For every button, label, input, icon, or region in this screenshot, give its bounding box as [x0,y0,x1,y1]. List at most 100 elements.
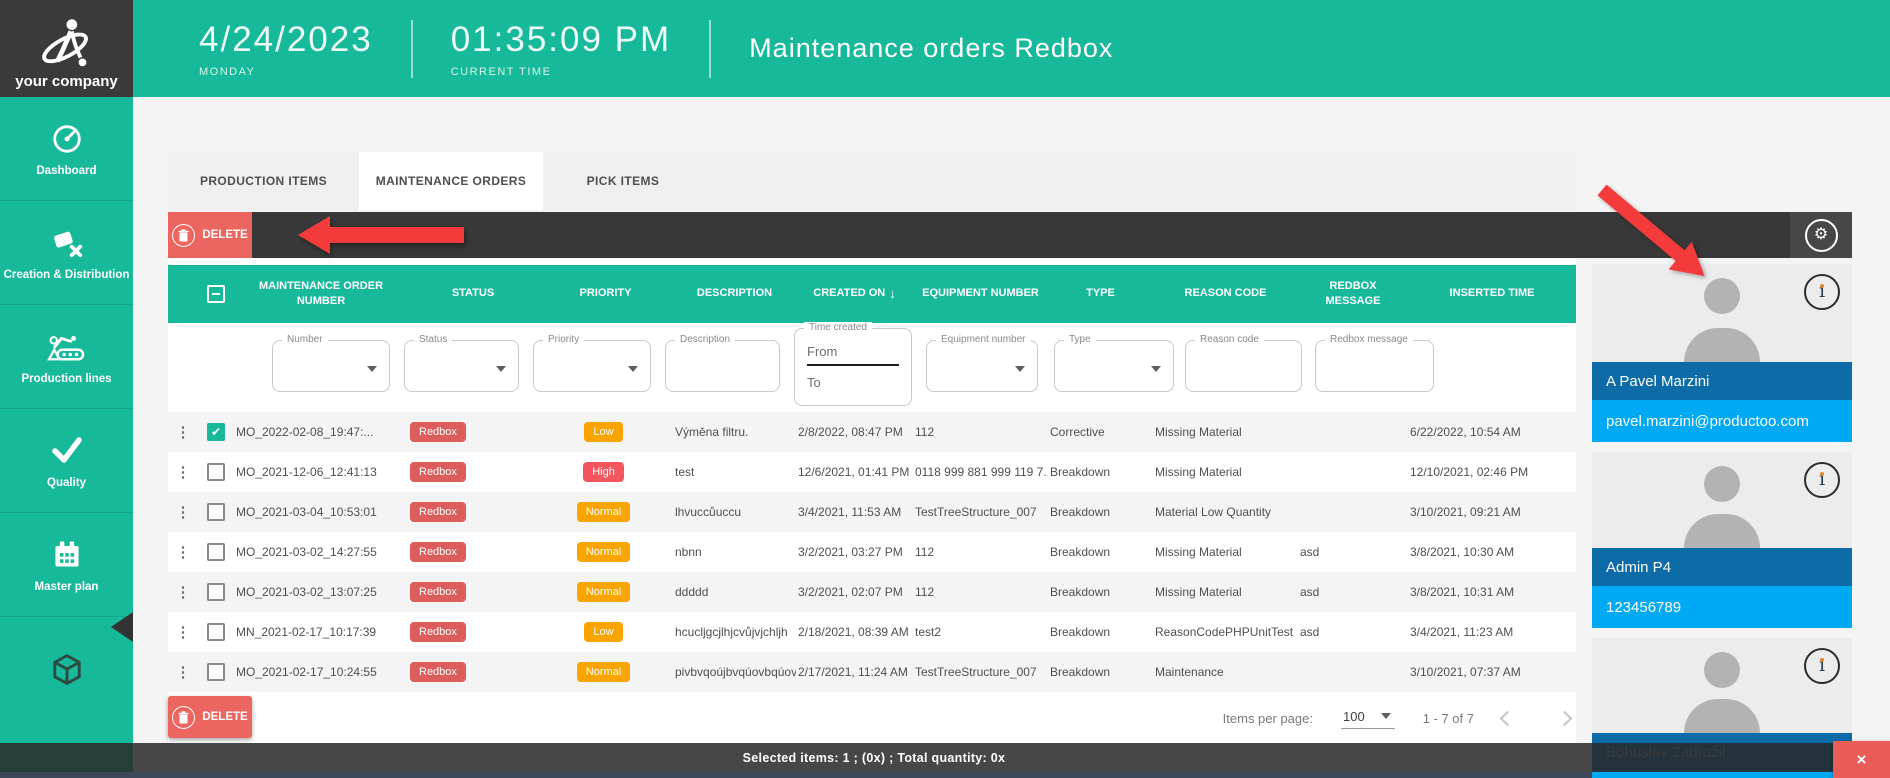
company-logo[interactable]: your company [0,0,133,97]
sidebar-nav: Dashboard Creation & Distribution Producti… [0,97,133,778]
sidebar-item-dashboard[interactable]: Dashboard [0,97,133,201]
previous-page-icon[interactable] [1499,710,1516,727]
filter-input-redbox-message[interactable] [1324,349,1425,383]
items-per-page-select[interactable]: 100 [1340,709,1395,729]
sidebar-item-creation-distribution[interactable]: Creation & Distribution [0,201,133,305]
filter-input-reason-code[interactable] [1194,349,1293,383]
row-checkbox[interactable]: ✔ [207,423,225,441]
filter-type[interactable]: Type [1054,334,1174,392]
sidebar-collapse-arrow-icon[interactable] [111,612,133,642]
user-detail-band[interactable] [1592,771,1852,778]
cell-equipment-number: 112 [915,585,935,599]
row-checkbox-cell [198,463,234,481]
avatar: ı [1592,264,1852,362]
delete-button-footer[interactable]: DELETE [168,696,252,738]
sidebar-item-quality[interactable]: Quality [0,409,133,513]
cell-equipment-number: 112 [915,425,935,439]
filter-description[interactable]: Description [665,334,780,392]
filter-status[interactable]: Status [404,334,519,392]
priority-badge: Low [584,422,623,442]
chevron-down-icon [1151,366,1161,372]
column-header-reason-code[interactable]: REASON CODE [1184,287,1267,300]
filter-reason-code[interactable]: Reason code [1185,334,1302,392]
column-header-description[interactable]: DESCRIPTION [696,287,773,300]
quality-check-icon [49,432,85,468]
filter-number[interactable]: Number [272,334,390,392]
column-header-priority[interactable]: PRIORITY [579,287,632,300]
cell-inserted-time: 6/22/2022, 10:54 AM [1410,425,1521,439]
column-header-type[interactable]: TYPE [1086,287,1115,300]
close-button[interactable]: × [1833,741,1890,778]
delete-button[interactable]: DELETE [168,212,252,258]
row-menu-kebab-icon[interactable]: ⋮ [175,504,191,521]
user-name-band[interactable]: A Pavel Marzini [1592,362,1852,400]
row-menu-kebab-icon[interactable]: ⋮ [175,664,191,681]
cell-type: Breakdown [1050,625,1111,639]
column-header-redbox-message[interactable]: REDBOX MESSAGE [1325,279,1381,307]
cell-redbox-message: asd [1300,585,1320,599]
user-detail-band[interactable]: pavel.marzini@productoo.com [1592,400,1852,442]
sidebar-item-production-lines[interactable]: Production lines [0,305,133,409]
chevron-down-icon [1015,366,1025,372]
tab-production-items[interactable]: PRODUCTION ITEMS [199,174,328,188]
row-menu-kebab-icon[interactable]: ⋮ [175,584,191,601]
items-per-page-label: Items per page: [1222,711,1313,726]
row-menu-kebab-icon[interactable]: ⋮ [175,544,191,561]
column-header-equipment-number[interactable]: EQUIPMENT NUMBER [922,287,1039,300]
avatar-head [1704,278,1740,314]
avatar-body [1684,328,1760,362]
user-detail-band[interactable]: 123456789 [1592,586,1852,628]
selection-status-text: Selected items: 1 ; (0x) ; Total quantit… [742,750,1006,765]
row-checkbox-cell: ✔ [198,423,234,441]
cell-equipment-number: TestTreeStructure_007 [915,665,1037,679]
cell-reason-code: Material Low Quantity [1155,505,1272,519]
creation-distribution-icon [49,224,85,260]
row-checkbox[interactable] [207,463,225,481]
filter-time-created[interactable]: Time created From To [794,322,912,406]
sidebar-item-master-plan[interactable]: Master plan [0,513,133,617]
tab-pick-items[interactable]: PICK ITEMS [586,174,660,188]
next-page-icon[interactable] [1556,710,1573,727]
select-all-checkbox[interactable] [207,285,225,303]
column-header-status[interactable]: STATUS [451,287,495,300]
filter-redbox-message[interactable]: Redbox message [1315,334,1434,392]
user-name: Admin P4 [1606,558,1672,576]
row-checkbox[interactable] [207,663,225,681]
tab-maintenance-orders[interactable]: MAINTENANCE ORDERS [359,152,543,210]
dashboard-gauge-icon [50,120,84,156]
filter-input-description[interactable] [674,349,771,383]
filter-label: Equipment number [936,334,1031,345]
row-checkbox-cell [198,503,234,521]
cell-created-on: 3/2/2021, 03:27 PM [798,545,903,559]
filter-to-field[interactable]: To [807,375,821,390]
filter-priority[interactable]: Priority [533,334,651,392]
info-icon[interactable]: ı [1804,648,1840,684]
cell-type: Breakdown [1050,545,1111,559]
filter-from-field[interactable]: From [807,344,838,359]
info-icon[interactable]: ı [1804,462,1840,498]
pagination: Items per page: 100 1 - 7 of 7 [1223,709,1576,729]
row-checkbox[interactable] [207,543,225,561]
user-card: ı A Pavel Marzini pavel.marzini@productoo.… [1592,264,1852,442]
info-icon[interactable]: ı [1804,274,1840,310]
row-checkbox[interactable] [207,503,225,521]
row-checkbox-cell [198,623,234,641]
row-checkbox[interactable] [207,583,225,601]
avatar: ı [1592,452,1852,548]
sidebar-item-package[interactable] [0,617,133,721]
current-date: 4/24/2023 [199,19,373,59]
column-header-maintenance-order-number[interactable]: MAINTENANCE ORDER NUMBER [258,279,384,307]
filter-equipment-number[interactable]: Equipment number [926,334,1038,392]
settings-gear-icon[interactable]: ⚙ [1804,218,1838,252]
user-name-band[interactable]: Admin P4 [1592,548,1852,586]
row-menu-kebab-icon[interactable]: ⋮ [175,624,191,641]
row-menu-kebab-icon[interactable]: ⋮ [175,424,191,441]
cell-description: nbnn [675,545,702,559]
annotation-arrow-diagonal-icon [1597,184,1705,277]
column-header-inserted-time[interactable]: INSERTED TIME [1449,287,1535,300]
row-checkbox[interactable] [207,623,225,641]
row-menu-kebab-icon[interactable]: ⋮ [175,464,191,481]
sidebar-item-label: Quality [47,477,86,489]
cell-status: Redbox [408,462,538,482]
column-header-created-on[interactable]: CREATED ON ↓ [796,285,913,303]
